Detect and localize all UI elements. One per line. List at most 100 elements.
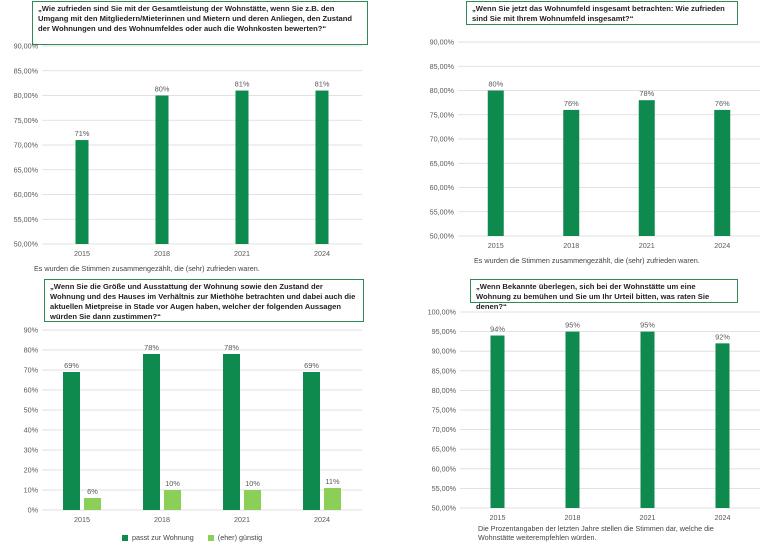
y-tick-label: 70,00% bbox=[430, 135, 455, 144]
y-tick-label: 60,00% bbox=[430, 183, 455, 192]
y-tick-label: 0% bbox=[28, 506, 39, 515]
y-tick-label: 90,00% bbox=[430, 38, 455, 47]
bar bbox=[324, 488, 341, 510]
y-tick-label: 75,00% bbox=[14, 116, 39, 125]
bar bbox=[75, 140, 89, 244]
y-tick-label: 75,00% bbox=[430, 110, 455, 119]
data-label: 71% bbox=[75, 129, 90, 138]
x-tick-label: 2018 bbox=[565, 513, 581, 522]
y-tick-label: 95,00% bbox=[432, 327, 457, 336]
y-tick-label: 55,00% bbox=[430, 207, 455, 216]
x-tick-label: 2024 bbox=[715, 513, 731, 522]
x-tick-label: 2015 bbox=[74, 515, 90, 524]
data-label: 80% bbox=[488, 80, 503, 89]
y-tick-label: 80% bbox=[24, 346, 39, 355]
y-tick-label: 50,00% bbox=[430, 232, 455, 241]
y-tick-label: 75,00% bbox=[432, 406, 457, 415]
x-tick-label: 2018 bbox=[154, 249, 170, 258]
data-label: 10% bbox=[165, 479, 180, 488]
legend-label-2: (eher) günstig bbox=[217, 533, 263, 542]
chart-1: 50,00% 55,00% 60,00% 65,00% 70,00% 75,00% 80,0… bbox=[14, 42, 362, 258]
x-tick-label: 2018 bbox=[154, 515, 170, 524]
data-label: 69% bbox=[304, 361, 319, 370]
bar bbox=[565, 331, 580, 508]
bar bbox=[714, 109, 731, 236]
y-tick-label: 50,00% bbox=[14, 240, 39, 249]
chart-4: 50,00% 55,00% 60,00% 65,00% 70,00% 75,00% 80,0… bbox=[428, 308, 760, 522]
y-tick-label: 50,00% bbox=[432, 504, 457, 513]
y-tick-label: 85,00% bbox=[14, 66, 39, 75]
chart-1-title: „Wie zufrieden sind Sie mit der Gesamtle… bbox=[32, 1, 368, 45]
y-tick-label: 65,00% bbox=[430, 159, 455, 168]
bar bbox=[235, 90, 249, 244]
data-label: 95% bbox=[565, 321, 580, 330]
y-tick-label: 85,00% bbox=[432, 366, 457, 375]
legend-swatch-1 bbox=[122, 535, 128, 542]
data-label: 6% bbox=[87, 487, 98, 496]
bar bbox=[244, 490, 261, 510]
bar bbox=[164, 490, 181, 510]
y-tick-label: 40% bbox=[24, 426, 39, 435]
y-tick-label: 90% bbox=[24, 326, 39, 335]
chart-3: 0% 10% 20% 30% 40% 50% 60% 70% 80% 90% 2015 69% 6% 20… bbox=[24, 326, 362, 524]
data-label: 76% bbox=[564, 99, 579, 108]
x-tick-label: 2018 bbox=[563, 241, 579, 250]
y-tick-label: 55,00% bbox=[432, 484, 457, 493]
bar bbox=[155, 95, 169, 244]
chart-1-note: Es wurden die Stimmen zusammengezählt, d… bbox=[34, 264, 260, 273]
bar bbox=[487, 90, 504, 236]
x-tick-label: 2024 bbox=[714, 241, 730, 250]
y-tick-label: 70,00% bbox=[432, 425, 457, 434]
bar bbox=[490, 335, 505, 508]
bar bbox=[315, 90, 329, 244]
x-tick-label: 2021 bbox=[639, 241, 655, 250]
data-label: 78% bbox=[639, 89, 654, 98]
data-label: 80% bbox=[155, 85, 170, 94]
x-tick-label: 2015 bbox=[490, 513, 506, 522]
data-label: 81% bbox=[235, 80, 250, 89]
data-label: 78% bbox=[224, 343, 239, 352]
y-tick-label: 70,00% bbox=[14, 141, 39, 150]
data-label: 92% bbox=[715, 332, 730, 341]
bar bbox=[143, 354, 160, 510]
y-tick-label: 60% bbox=[24, 386, 39, 395]
data-label: 69% bbox=[64, 361, 79, 370]
y-tick-label: 80,00% bbox=[432, 386, 457, 395]
y-tick-label: 50% bbox=[24, 406, 39, 415]
data-label: 81% bbox=[315, 80, 330, 89]
y-tick-label: 60,00% bbox=[432, 464, 457, 473]
y-tick-label: 20% bbox=[24, 466, 39, 475]
y-tick-label: 90,00% bbox=[432, 347, 457, 356]
x-tick-label: 2015 bbox=[74, 249, 90, 258]
x-tick-label: 2024 bbox=[314, 515, 330, 524]
y-tick-label: 65,00% bbox=[14, 165, 39, 174]
chart-2-title: „Wenn Sie jetzt das Wohnumfeld insgesamt… bbox=[466, 1, 738, 25]
y-tick-label: 10% bbox=[24, 486, 39, 495]
chart-2-note: Es wurden die Stimmen zusammengezählt, d… bbox=[474, 256, 700, 265]
chart-3-title: „Wenn Sie die Größe und Ausstattung der … bbox=[44, 279, 364, 322]
x-tick-label: 2021 bbox=[234, 249, 250, 258]
legend-label-1: passt zur Wohnung bbox=[132, 533, 194, 542]
y-tick-label: 80,00% bbox=[14, 91, 39, 100]
y-tick-label: 90,00% bbox=[14, 42, 39, 51]
y-tick-label: 85,00% bbox=[430, 62, 455, 71]
data-label: 95% bbox=[640, 321, 655, 330]
data-label: 94% bbox=[490, 325, 505, 334]
y-tick-label: 70% bbox=[24, 366, 39, 375]
bar bbox=[84, 498, 101, 510]
legend-item-1: passt zur Wohnung bbox=[122, 533, 194, 542]
legend-item-2: (eher) günstig bbox=[207, 533, 263, 542]
y-tick-label: 65,00% bbox=[432, 445, 457, 454]
bar bbox=[563, 109, 580, 236]
x-tick-label: 2024 bbox=[314, 249, 330, 258]
bar bbox=[715, 343, 730, 508]
y-tick-label: 80,00% bbox=[430, 86, 455, 95]
bar bbox=[63, 372, 80, 510]
x-tick-label: 2015 bbox=[488, 241, 504, 250]
chart-4-note: Die Prozentangaben der letzten Jahre ste… bbox=[478, 524, 714, 542]
bar bbox=[303, 372, 320, 510]
data-label: 78% bbox=[144, 343, 159, 352]
y-tick-label: 100,00% bbox=[428, 308, 457, 317]
chart-3-legend: passt zur Wohnung (eher) günstig bbox=[122, 533, 262, 542]
chart-2: 50,00% 55,00% 60,00% 65,00% 70,00% 75,00% 80,0… bbox=[430, 38, 760, 250]
